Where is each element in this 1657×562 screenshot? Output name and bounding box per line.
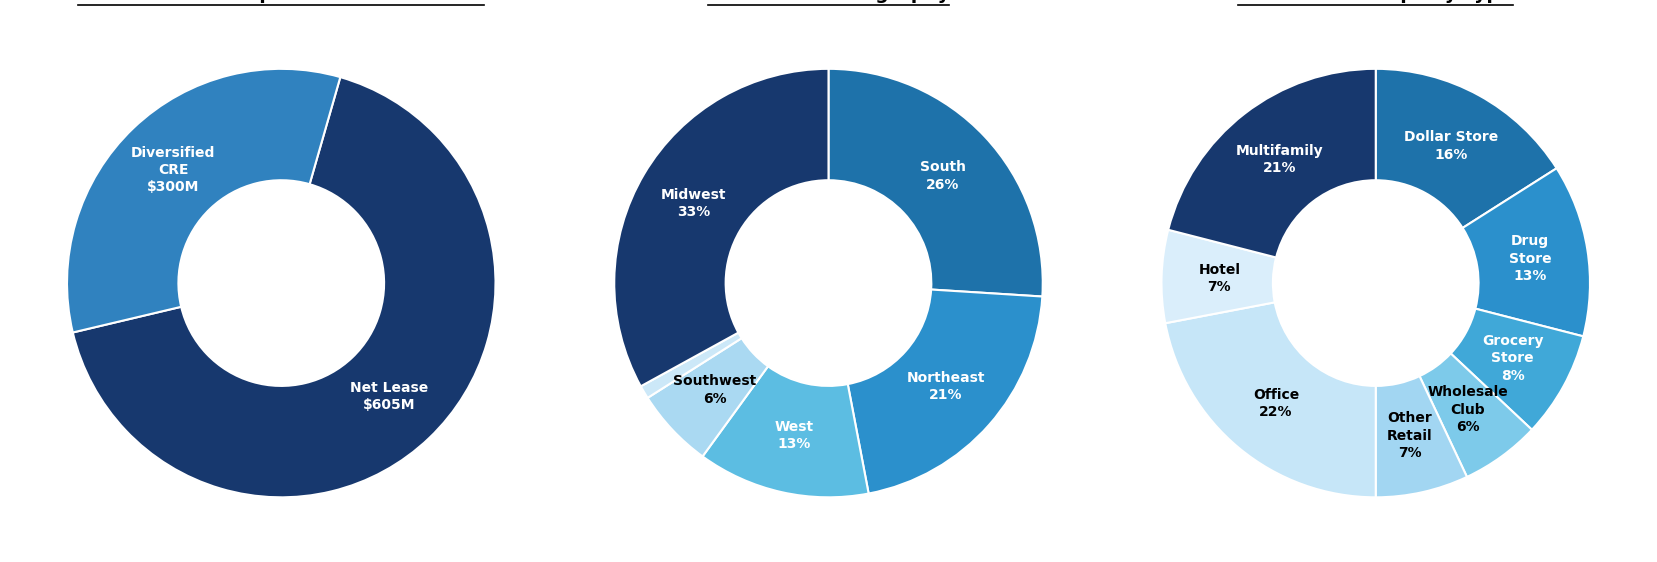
- Title: Real Estate Geography: Real Estate Geography: [708, 0, 949, 3]
- Text: Wholesale
Club
6%: Wholesale Club 6%: [1427, 386, 1508, 434]
- Wedge shape: [703, 366, 868, 497]
- Wedge shape: [1452, 309, 1582, 430]
- Text: Other
Retail
7%: Other Retail 7%: [1387, 411, 1433, 460]
- Wedge shape: [73, 77, 495, 497]
- Wedge shape: [1162, 230, 1276, 323]
- Wedge shape: [1168, 69, 1375, 257]
- Wedge shape: [1375, 376, 1466, 497]
- Text: Midwest
33%: Midwest 33%: [661, 188, 727, 219]
- Wedge shape: [615, 69, 828, 386]
- Text: Hotel
7%: Hotel 7%: [1198, 262, 1241, 294]
- Wedge shape: [648, 338, 769, 456]
- Text: Northeast
21%: Northeast 21%: [906, 371, 984, 402]
- Wedge shape: [848, 289, 1042, 493]
- Text: Net Lease
$605M: Net Lease $605M: [350, 380, 429, 412]
- Text: Multifamily
21%: Multifamily 21%: [1236, 144, 1324, 175]
- Title: Real Estate Undepreciated Book Value: Real Estate Undepreciated Book Value: [78, 0, 484, 3]
- Wedge shape: [641, 333, 742, 398]
- Wedge shape: [66, 69, 340, 333]
- Wedge shape: [1463, 168, 1591, 336]
- Title: Real Estate Property Type: Real Estate Property Type: [1238, 0, 1513, 3]
- Wedge shape: [828, 69, 1042, 297]
- Text: Drug
Store
13%: Drug Store 13%: [1510, 234, 1551, 283]
- Text: South
26%: South 26%: [920, 160, 966, 192]
- Wedge shape: [1420, 353, 1533, 477]
- Text: Diversified
CRE
$300M: Diversified CRE $300M: [131, 146, 215, 194]
- Wedge shape: [1375, 69, 1556, 228]
- Text: Grocery
Store
8%: Grocery Store 8%: [1481, 334, 1544, 383]
- Text: West
13%: West 13%: [775, 420, 814, 451]
- Wedge shape: [1165, 302, 1375, 497]
- Text: Office
22%: Office 22%: [1253, 388, 1299, 419]
- Text: Southwest
6%: Southwest 6%: [673, 374, 756, 406]
- Text: Dollar Store
16%: Dollar Store 16%: [1403, 130, 1498, 162]
